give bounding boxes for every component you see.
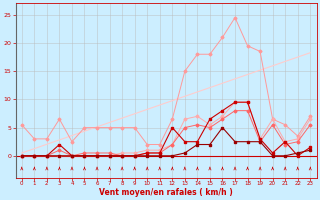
X-axis label: Vent moyen/en rafales ( km/h ): Vent moyen/en rafales ( km/h ) <box>99 188 233 197</box>
